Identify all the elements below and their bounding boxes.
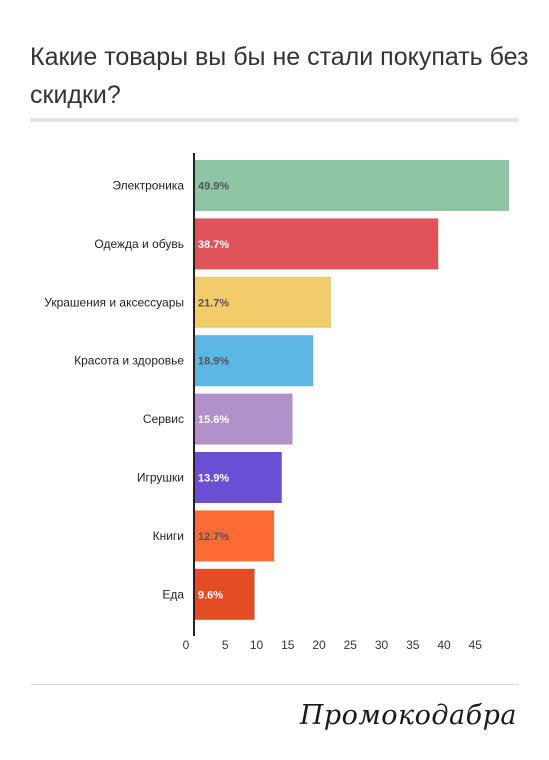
- category-label: Красота и здоровье: [74, 354, 184, 368]
- x-tick-label: 15: [281, 638, 295, 652]
- x-tick-label: 35: [406, 638, 420, 652]
- x-tick-label: 5: [222, 638, 229, 652]
- bar-5: [194, 393, 293, 445]
- value-label: 15.6%: [198, 414, 229, 426]
- x-tick-label: 30: [375, 638, 389, 652]
- category-label: Одежда и обувь: [94, 237, 184, 251]
- value-label: 38.7%: [198, 239, 229, 251]
- value-label: 49.9%: [198, 181, 229, 193]
- bars-group: [194, 160, 509, 620]
- bar-chart: Электроника Одежда и обувь Украшения и акс…: [44, 153, 509, 652]
- footer-divider: [30, 684, 519, 685]
- value-label: 21.7%: [198, 297, 229, 309]
- category-label: Электроника: [112, 179, 184, 193]
- chart-title: Какие товары вы бы не стали покупать без…: [30, 43, 529, 109]
- x-tick-label: 10: [250, 638, 264, 652]
- bar-3: [194, 276, 331, 328]
- category-label: Игрушки: [137, 471, 184, 485]
- category-label: Сервис: [143, 412, 184, 426]
- bar-6: [194, 452, 282, 503]
- category-labels-group: Электроника Одежда и обувь Украшения и акс…: [44, 179, 184, 602]
- x-tick-label: 20: [312, 638, 326, 652]
- x-axis-ticks-group: 0 5 10 15 20 25 30 35 40 45: [183, 638, 483, 652]
- x-tick-label: 25: [344, 638, 358, 652]
- bar-1: [194, 160, 509, 211]
- value-label: 12.7%: [198, 531, 229, 543]
- x-tick-label: 0: [183, 638, 190, 652]
- x-tick-label: 40: [437, 638, 451, 652]
- brand-logo: Промокодабра: [299, 700, 517, 731]
- bar-2: [194, 218, 439, 270]
- bar-8: [194, 568, 255, 620]
- value-labels-group: 49.9% 38.7% 21.7% 18.9% 15.6% 13.9% 12.7% 9.6%: [198, 181, 229, 602]
- category-label: Книги: [153, 529, 184, 543]
- x-tick-label: 45: [469, 638, 483, 652]
- category-label: Еда: [162, 587, 184, 601]
- value-label: 13.9%: [198, 473, 229, 485]
- title-divider: [30, 118, 519, 122]
- bar-7: [194, 510, 275, 562]
- bar-4: [194, 335, 314, 387]
- value-label: 9.6%: [198, 589, 223, 601]
- value-label: 18.9%: [198, 356, 229, 368]
- category-label: Украшения и аксессуары: [44, 295, 184, 309]
